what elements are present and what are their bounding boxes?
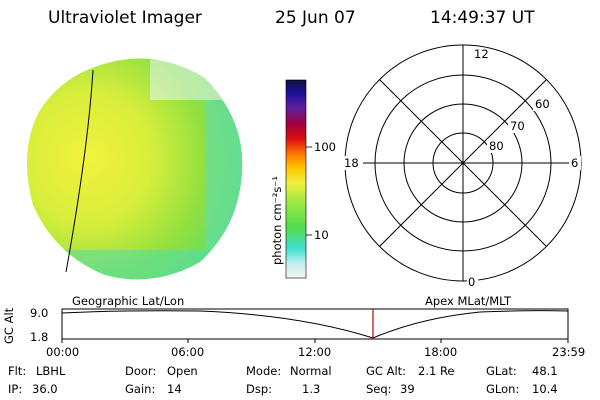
colorbar-tick-100: 100 <box>314 140 336 154</box>
glat-label: GLat: <box>486 364 517 378</box>
ip-label: IP: <box>8 382 23 396</box>
mlt-label-6: 6 <box>571 156 579 170</box>
gain-value: 14 <box>167 382 182 396</box>
mlt-label-12: 12 <box>474 47 489 61</box>
filter-label: Flt: <box>8 364 27 378</box>
seq-label: Seq: <box>366 382 392 396</box>
door-label: Door: <box>125 364 157 378</box>
colorbar <box>285 79 312 279</box>
colorbar-unit-label: photon cm⁻²s⁻¹ <box>270 176 284 265</box>
terminator-line <box>65 69 94 273</box>
mlt-label-18: 18 <box>344 156 359 170</box>
glon-value: 10.4 <box>532 382 558 396</box>
time-tick-1200: 12:00 <box>298 345 332 359</box>
colorbar-tick-10: 10 <box>314 228 329 242</box>
mlat-label-60: 60 <box>535 97 550 111</box>
polar-grid <box>344 44 582 282</box>
ip-value: 36.0 <box>32 382 58 396</box>
gcalt-value: 2.1 Re <box>418 364 455 378</box>
mode-value: Normal <box>290 364 332 378</box>
glon-label: GLon: <box>486 382 520 396</box>
gain-label: Gain: <box>125 382 156 396</box>
instrument-title: Ultraviolet Imager <box>48 8 202 28</box>
altitude-ytick-min: 1.8 <box>30 330 49 344</box>
dsp-value: 1.3 <box>302 382 321 396</box>
dsp-label: Dsp: <box>246 382 273 396</box>
time-tick-0000: 00:00 <box>46 345 80 359</box>
mode-label: Mode: <box>246 364 282 378</box>
uv-image <box>26 58 243 280</box>
altitude-curve <box>61 310 569 339</box>
altitude-ylabel: GC Alt <box>2 307 16 344</box>
altitude-ytick-max: 9.0 <box>30 306 49 320</box>
apex-label: Apex MLat/MLT <box>425 294 512 308</box>
altitude-plot <box>61 308 569 343</box>
mlat-label-70: 70 <box>510 119 525 133</box>
filter-value: LBHL <box>36 364 66 378</box>
gcalt-label: GC Alt: <box>366 364 407 378</box>
mlat-label-80: 80 <box>489 139 504 153</box>
time-tick-1800: 18:00 <box>424 345 458 359</box>
seq-value: 39 <box>400 382 415 396</box>
time-tick-2359: 23:59 <box>552 345 586 359</box>
mlt-label-0: 0 <box>468 275 476 289</box>
time-tick-0600: 06:00 <box>171 345 205 359</box>
image-time: 14:49:37 UT <box>430 8 535 28</box>
geographic-label: Geographic Lat/Lon <box>72 294 185 308</box>
image-date: 25 Jun 07 <box>275 8 356 28</box>
glat-value: 48.1 <box>532 364 558 378</box>
door-value: Open <box>167 364 198 378</box>
